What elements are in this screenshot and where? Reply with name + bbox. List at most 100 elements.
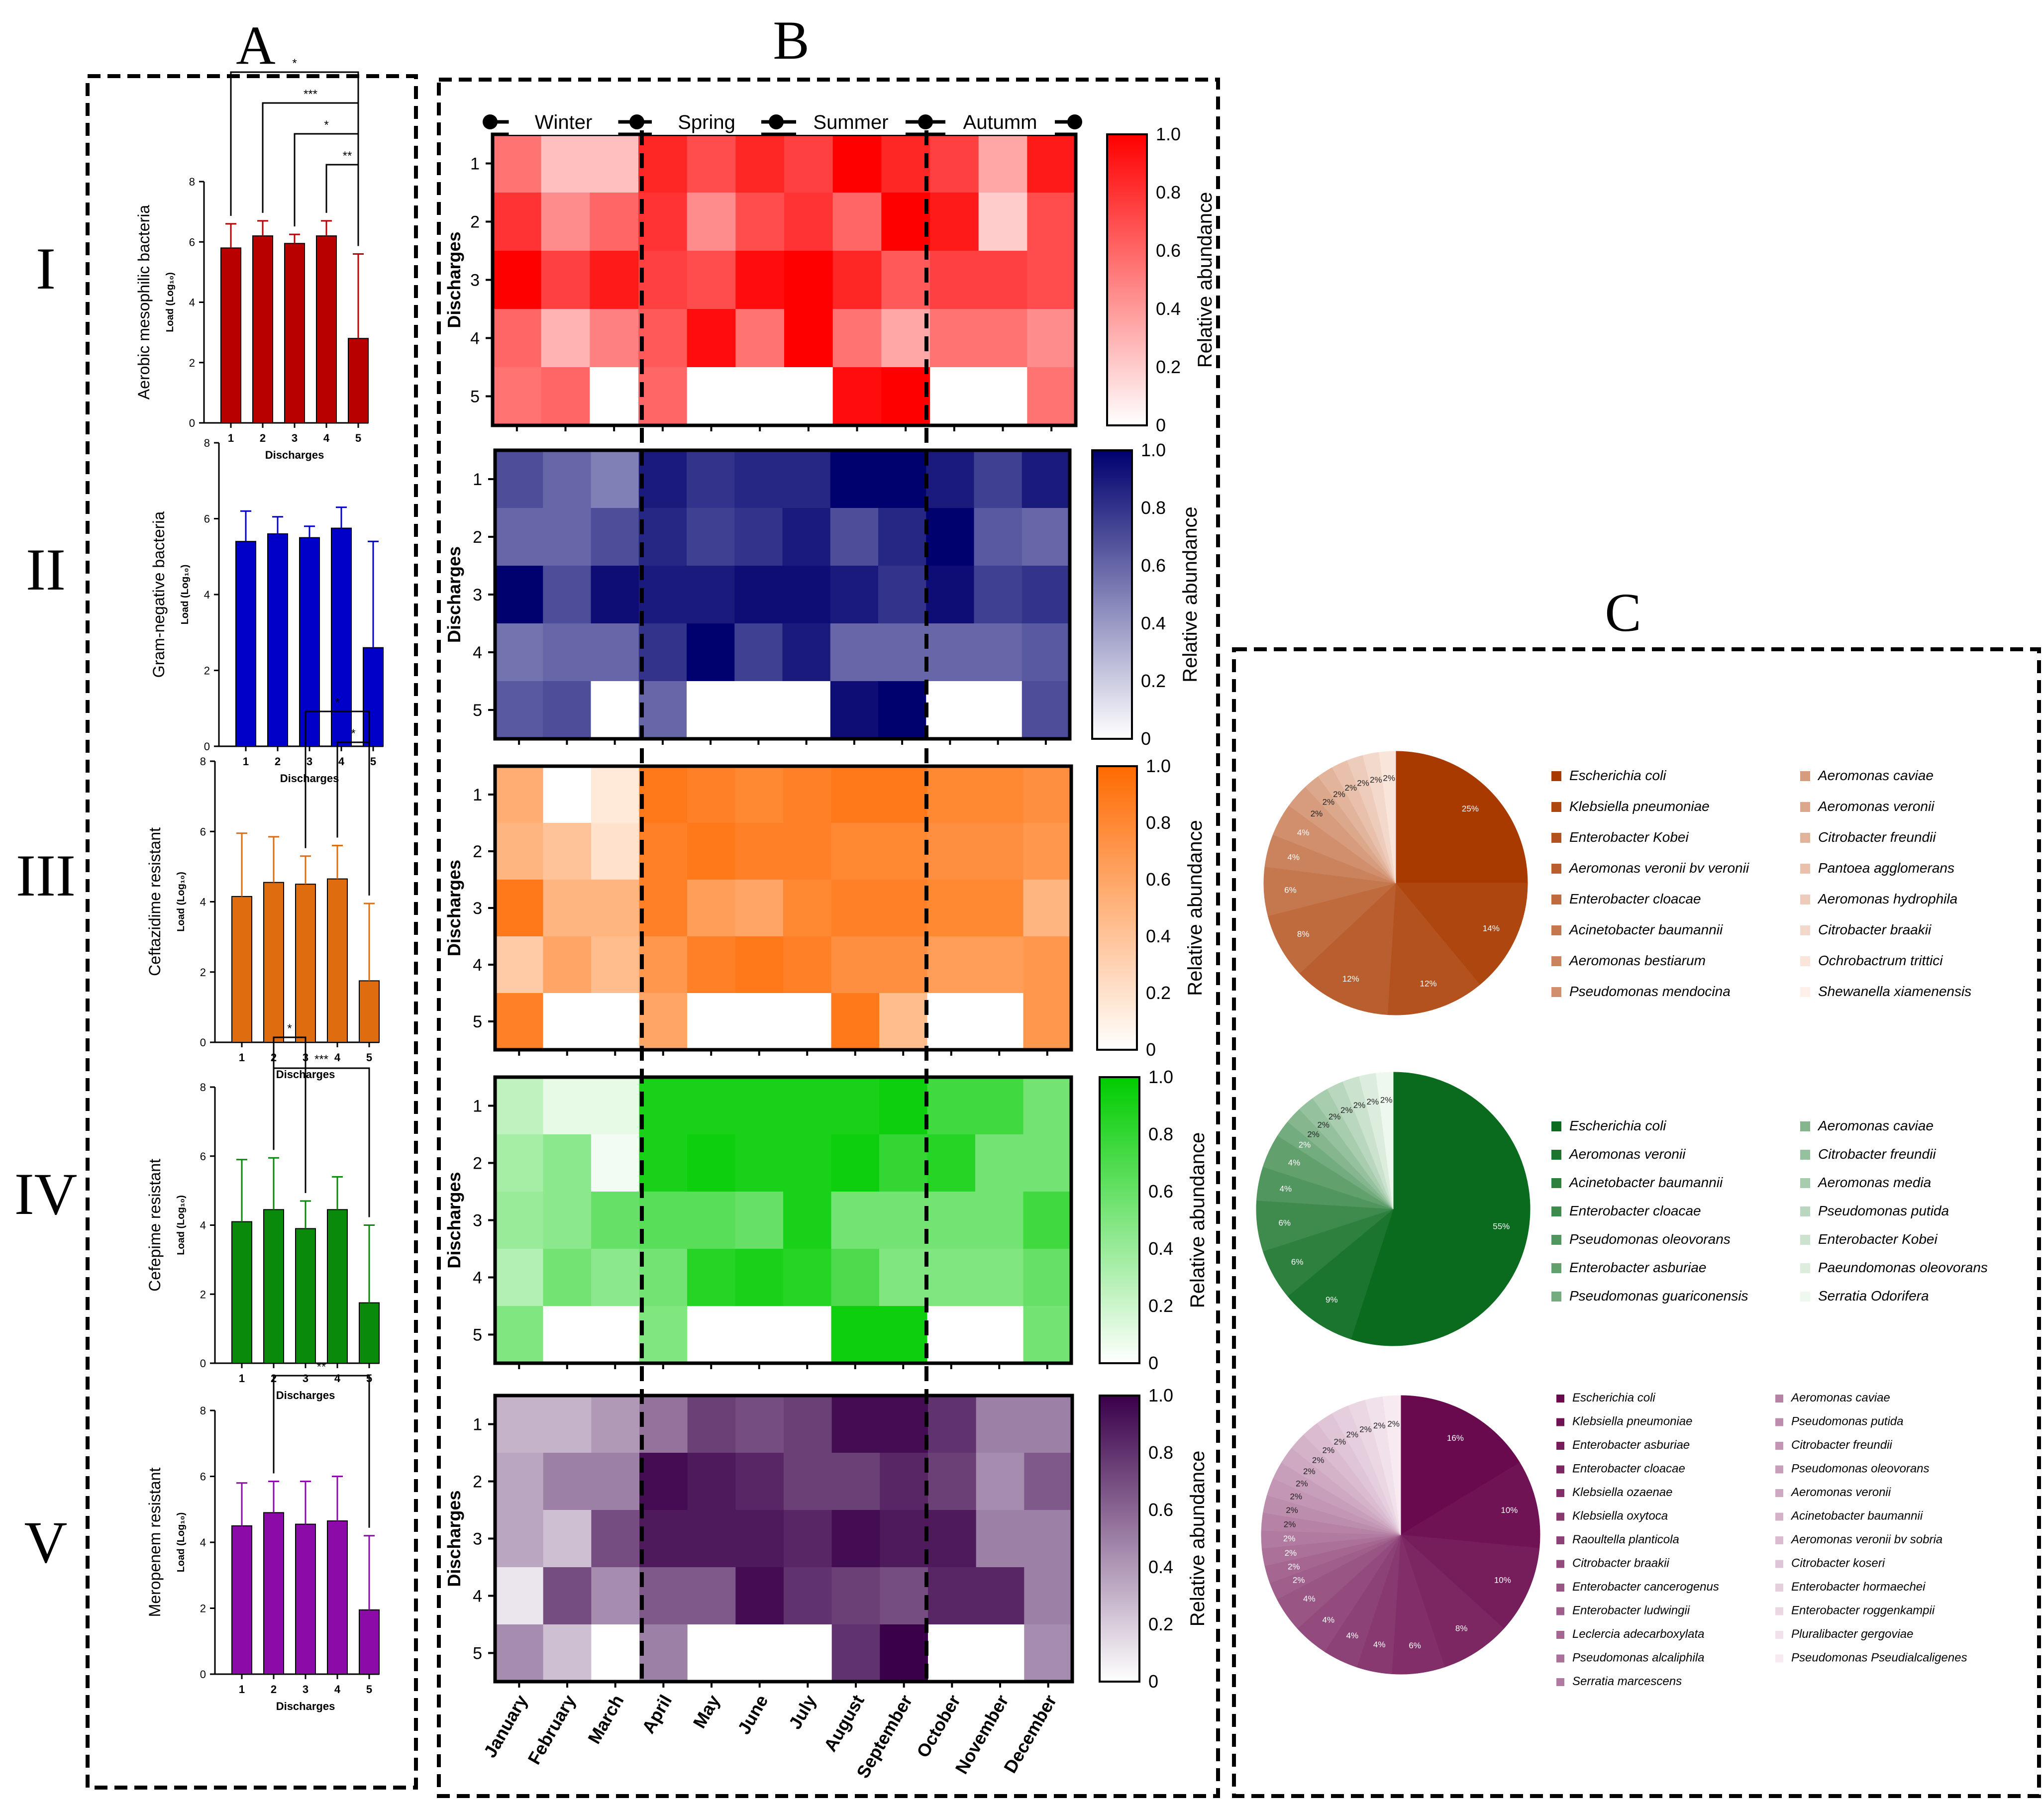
heatmap-cell xyxy=(543,1249,592,1306)
row-label: 1 xyxy=(473,470,482,489)
legend-label: Enterobacter Kobei xyxy=(1569,829,1689,845)
legend-label: Enterobacter asburiae xyxy=(1569,1260,1707,1275)
legend-label: Acinetobacter baumannii xyxy=(1568,1175,1723,1190)
heatmap-cell xyxy=(831,936,880,994)
legend-swatch xyxy=(1800,987,1810,997)
legend-swatch xyxy=(1556,1418,1564,1426)
legend-label: Pseudomonas oleovorans xyxy=(1569,1231,1731,1247)
colorbar-tick-label: 0.8 xyxy=(1148,1124,1173,1144)
heatmap-cell xyxy=(783,1077,831,1135)
row-label: 5 xyxy=(473,1644,482,1663)
y-tick-label: 2 xyxy=(200,1603,206,1615)
legend-label: Klebsiella pneumoniae xyxy=(1572,1415,1693,1428)
panel-letter-b: B xyxy=(773,10,809,71)
heatmap-cell xyxy=(591,936,639,994)
heatmap-cell xyxy=(830,623,879,682)
bar-chart-II: 0 2 4 6 8 1 2 3 4 5 Discharges Load (Log₁₀) Gram-neg… xyxy=(150,437,384,785)
pie-slice xyxy=(1382,1395,1401,1535)
heatmap-cell xyxy=(831,1624,880,1682)
heatmap-cell xyxy=(782,681,831,739)
y-tick-label: 6 xyxy=(200,1471,206,1483)
x-tick-label: 4 xyxy=(323,432,330,444)
month-label: August xyxy=(819,1691,868,1755)
colorbar xyxy=(1099,1076,1140,1364)
y-axis-label: Discharges xyxy=(444,1172,464,1268)
legend-swatch xyxy=(1775,1536,1783,1544)
x-tick-label: 4 xyxy=(334,1683,341,1696)
colorbar-tick-label: 0.6 xyxy=(1156,240,1181,261)
significance-label: * xyxy=(335,696,339,709)
heatmap-cell xyxy=(978,367,1027,426)
legend-swatch xyxy=(1551,956,1561,966)
heatmap-cell xyxy=(591,1306,639,1364)
heatmap-cell xyxy=(976,1510,1024,1568)
legend-label: Citrobacter koseri xyxy=(1791,1557,1885,1570)
month-label: January xyxy=(480,1692,532,1761)
heatmap-cell xyxy=(880,1510,928,1568)
heatmap-cell xyxy=(879,1134,927,1192)
heatmap-cell xyxy=(541,309,590,368)
bar xyxy=(295,1523,316,1675)
heatmap-cell xyxy=(638,623,687,682)
panel-a-frame xyxy=(86,74,418,1790)
heatmap-cell xyxy=(495,823,543,880)
row-label: 4 xyxy=(473,956,482,975)
x-tick-label: 4 xyxy=(334,1051,341,1064)
colorbar-tick-label: 0.6 xyxy=(1148,1500,1173,1520)
heatmap-cell xyxy=(591,766,639,823)
heatmap-cell xyxy=(1022,450,1070,508)
row-numeral: V xyxy=(24,1509,68,1575)
colorbar-label: Relative abundance xyxy=(1179,506,1201,683)
bar xyxy=(263,1209,284,1364)
pie-slice xyxy=(1267,883,1396,974)
pie-slice-label: 12% xyxy=(1420,979,1436,989)
y-axis-label: Ceftazidime resistant xyxy=(146,827,164,976)
heatmap-cell xyxy=(928,1453,977,1510)
y-axis-label: Gram-negative bacteria xyxy=(150,511,168,678)
heatmap-cell xyxy=(687,1624,736,1682)
y-tick-label: 6 xyxy=(204,513,210,525)
heatmap-cell xyxy=(591,566,639,624)
heatmap-cell xyxy=(591,1077,639,1135)
legend-swatch xyxy=(1800,833,1810,843)
legend-label: Enterobacter roggenkampii xyxy=(1791,1604,1935,1617)
heatmap-cell xyxy=(639,1192,688,1249)
heatmap-cell xyxy=(878,623,926,682)
heatmap-cell xyxy=(879,823,927,880)
legend-label: Aeromonas veronii xyxy=(1568,1146,1686,1162)
heatmap-cell xyxy=(880,1624,928,1682)
colorbar-tick-label: 0.4 xyxy=(1156,299,1181,319)
heatmap-cell xyxy=(495,1134,543,1192)
bar xyxy=(327,878,348,1043)
colorbar-tick-label: 1.0 xyxy=(1146,756,1171,776)
y-tick-label: 2 xyxy=(200,1288,206,1301)
pie-slice xyxy=(1400,1462,1540,1549)
heatmap-cell xyxy=(495,880,543,937)
heatmap-cell xyxy=(495,450,543,508)
bar xyxy=(295,1228,316,1364)
heatmap-cell xyxy=(591,508,639,566)
heatmap-cell xyxy=(1022,681,1070,739)
month-label: July xyxy=(785,1692,820,1733)
heatmap-cell xyxy=(832,309,882,368)
heatmap-cell xyxy=(543,1510,592,1568)
heatmap-cell xyxy=(928,1396,977,1453)
colorbar-tick-label: 0.8 xyxy=(1156,182,1181,202)
pie-slice-label: 6% xyxy=(1278,1218,1291,1228)
legend-label: Citrobacter freundii xyxy=(1791,1438,1892,1452)
heatmap-cell xyxy=(1023,823,1072,880)
heatmap-cell xyxy=(881,193,930,251)
legend-swatch xyxy=(1775,1631,1783,1639)
pie-slice-label: 2% xyxy=(1383,773,1395,783)
heatmap-cell xyxy=(543,1192,592,1249)
bar xyxy=(263,882,284,1043)
heatmap-cell xyxy=(880,1453,928,1510)
heatmap-cell xyxy=(881,251,930,309)
pie-slice-label: 16% xyxy=(1447,1433,1464,1443)
pie-slice xyxy=(1287,1208,1394,1340)
heatmap-cell xyxy=(928,1510,977,1568)
heatmap-cell xyxy=(783,1134,831,1192)
heatmap-cell xyxy=(1027,251,1076,309)
